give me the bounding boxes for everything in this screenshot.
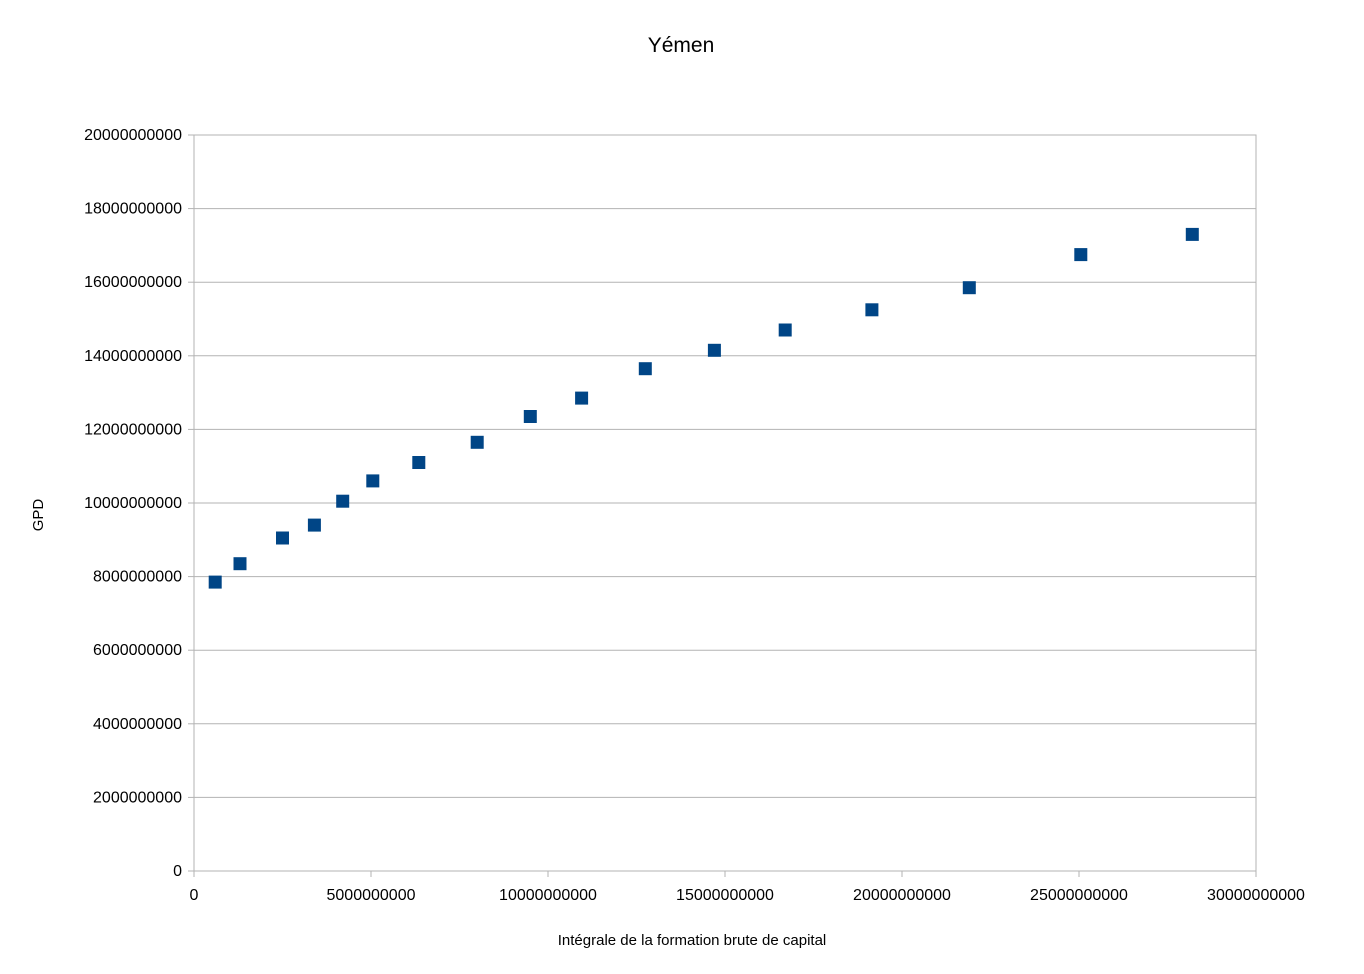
y-tick-label: 14000000000 [84, 348, 182, 365]
data-point [276, 531, 289, 545]
data-point [336, 494, 350, 508]
y-tick-label: 0 [173, 863, 182, 880]
x-tick-label: 10000000000 [499, 887, 597, 904]
data-point [1185, 227, 1199, 241]
y-tick-label: 6000000000 [93, 642, 182, 659]
data-point [575, 391, 589, 405]
y-tick-label: 18000000000 [84, 201, 182, 218]
grid-lines [194, 134, 1256, 872]
y-tick-label: 20000000000 [84, 127, 182, 144]
x-axis-ticks: 0 5000000000 10000000000 15000000000 2000000… [190, 871, 1305, 904]
data-point [778, 323, 792, 337]
y-axis-label: GPD [30, 499, 47, 532]
x-tick-label: 20000000000 [853, 887, 951, 904]
x-tick-label: 0 [190, 887, 199, 904]
chart-title: Yémen [648, 34, 715, 57]
data-point [523, 410, 537, 423]
data-point [208, 575, 222, 589]
data-point [865, 303, 879, 317]
y-tick-label: 10000000000 [84, 495, 182, 512]
y-axis-ticks: 0 2000000000 4000000000 6000000000 800000000… [84, 127, 194, 880]
x-tick-label: 15000000000 [676, 887, 774, 904]
data-point [412, 456, 426, 469]
y-tick-label: 16000000000 [84, 274, 182, 291]
data-points [208, 227, 1199, 589]
y-tick-label: 12000000000 [84, 421, 182, 438]
data-point [707, 343, 721, 357]
data-point [307, 518, 321, 532]
x-axis-label: Intégrale de la formation brute de capit… [558, 932, 827, 949]
y-tick-label: 8000000000 [93, 569, 182, 586]
data-point [1074, 248, 1088, 262]
x-tick-label: 30000000000 [1207, 887, 1305, 904]
y-tick-label: 2000000000 [93, 789, 182, 806]
data-point [233, 557, 247, 571]
x-tick-label: 5000000000 [327, 887, 416, 904]
data-point [470, 435, 484, 449]
x-tick-label: 25000000000 [1030, 887, 1128, 904]
data-point [962, 281, 976, 295]
y-tick-label: 4000000000 [93, 716, 182, 733]
data-point [638, 362, 652, 376]
data-point [366, 474, 380, 488]
